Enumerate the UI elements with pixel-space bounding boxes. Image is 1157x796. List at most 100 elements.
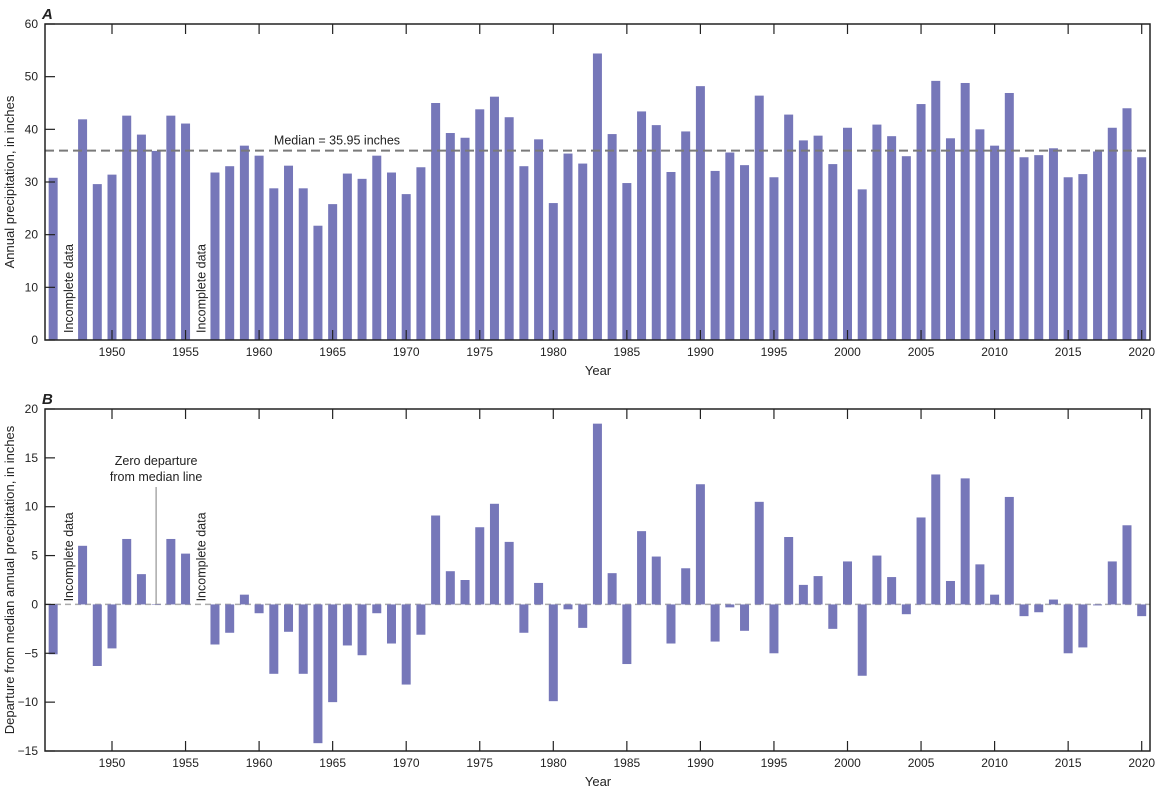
panel-b-bar-1959 (239, 594, 249, 605)
panel-a-x-tick-label: 1985 (613, 345, 640, 359)
panel-b-bar-2020 (1137, 604, 1147, 617)
panel-b-bar-2017 (1093, 604, 1103, 606)
panel-b-bar-2011 (1004, 496, 1014, 605)
panel-b-x-tick-label: 2005 (908, 756, 935, 770)
panel-a-bar-1954 (166, 115, 176, 340)
panel-b-bar-1977 (504, 541, 514, 605)
panel-b-bar-1988 (666, 604, 676, 644)
panel-a-bar-1965 (328, 204, 338, 340)
panel-b-bar-1973 (445, 571, 455, 605)
panel-a-bar-2000 (843, 127, 852, 341)
panel-b-bar-1949 (92, 604, 102, 666)
panel-a-bar-1986 (637, 111, 647, 340)
panel-a-bar-1960 (254, 155, 264, 340)
panel-b-x-tick-label: 1955 (172, 756, 199, 770)
panel-a-y-axis-title: Annual precipitation, in inches (2, 95, 17, 268)
panel-b-x-tick-label: 1970 (393, 756, 420, 770)
panel-a-bar-2019 (1122, 108, 1132, 341)
panel-b-bar-1972 (431, 515, 441, 605)
incomplete-data-label: Incomplete data (194, 512, 208, 601)
panel-b-bar-1982 (578, 604, 588, 628)
panel-b-bar-1967 (357, 604, 367, 656)
panel-a-bar-1990 (695, 86, 705, 340)
panel-b-bar-1987 (651, 556, 661, 605)
panel-b-x-tick-label: 1975 (466, 756, 493, 770)
panel-a-bar-2011 (1004, 92, 1014, 340)
panel-a-y-tick-label: 50 (25, 70, 39, 84)
panel-a-bar-2009 (975, 129, 985, 340)
panel-a-x-tick-label: 1955 (172, 345, 199, 359)
panel-a-x-tick-label: 1965 (319, 345, 346, 359)
panel-a-bar-1999 (828, 164, 838, 340)
panel-a-bar-1980 (548, 203, 558, 340)
panel-b-bar-1998 (813, 576, 823, 605)
panel-a-bar-1975 (475, 109, 485, 340)
panel-b-bar-1981 (563, 604, 573, 610)
zero-line-label-2: from median line (110, 470, 202, 484)
panel-a-x-tick-label: 1950 (99, 345, 126, 359)
panel-a-bar-1957 (210, 172, 220, 340)
panel-b-bar-1978 (519, 604, 529, 633)
panel-b-x-axis-title: Year (585, 774, 612, 789)
panel-a-bar-2014 (1048, 148, 1058, 340)
panel-a-x-tick-label: 1960 (246, 345, 273, 359)
panel-a-bar-1994 (754, 95, 764, 340)
panel-a-bar-1977 (504, 117, 514, 340)
incomplete-data-label: Incomplete data (62, 244, 76, 333)
panel-a-x-tick-label: 1990 (687, 345, 714, 359)
panel-a-x-axis-title: Year (585, 363, 612, 378)
panel-a-x-tick-label: 2015 (1055, 345, 1082, 359)
panel-a-bar-1985 (622, 183, 632, 340)
panel-a-bar-1951 (122, 115, 132, 340)
panel-a-letter: A (41, 6, 53, 23)
panel-b-bar-2014 (1048, 599, 1058, 605)
panel-b-bar-1963 (298, 604, 308, 674)
panel-a-bar-2002 (872, 124, 882, 341)
panel-b-bar-2000 (843, 561, 852, 605)
panel-b-bar-2012 (1019, 604, 1029, 617)
panel-a-bar-2020 (1137, 157, 1147, 340)
panel-b-bars (48, 423, 1147, 744)
panel-a-bar-1955 (181, 123, 191, 340)
panel-b-letter: B (42, 391, 53, 408)
panel-b-bar-1960 (254, 604, 264, 614)
panel-a-bar-2001 (857, 189, 867, 340)
panel-a-annual-precipitation: A Median = 35.95 inches Incomplete data … (2, 6, 1155, 378)
panel-a-bar-1966 (342, 173, 352, 340)
panel-a-bars (48, 53, 1147, 341)
panel-a-bar-1971 (416, 167, 426, 340)
panel-a-bar-1962 (284, 165, 294, 340)
panel-a-bar-1978 (519, 166, 529, 340)
panel-a-bar-1998 (813, 135, 823, 340)
panel-a-bar-2003 (887, 136, 897, 340)
panel-b-plot-frame (44, 408, 1151, 752)
panel-b-bar-1994 (754, 501, 764, 605)
panel-a-x-tick-label: 2020 (1128, 345, 1155, 359)
panel-a-axes: 0 10 20 30 40 50 60 1950 1955 1960 1965 1970 1975 198… (25, 17, 1156, 359)
panel-b-bar-1996 (784, 537, 794, 605)
panel-a-bar-1976 (489, 96, 499, 341)
panel-b-bar-1946 (48, 604, 58, 655)
panel-b-y-tick-label: −5 (24, 646, 38, 660)
panel-a-bar-2012 (1019, 157, 1029, 340)
panel-a-x-tick-label: 2005 (908, 345, 935, 359)
panel-a-y-tick-label: 60 (25, 17, 39, 31)
panel-b-bar-1951 (122, 538, 132, 605)
panel-a-bar-1952 (136, 134, 146, 340)
panel-b-bar-1957 (210, 604, 220, 645)
panel-b-bar-1970 (401, 604, 411, 685)
panel-a-bar-1991 (710, 170, 720, 340)
panel-b-departure: B Zero departure from median line Incomp… (2, 391, 1155, 789)
panel-a-bar-2013 (1034, 155, 1044, 340)
panel-b-bar-2002 (872, 555, 882, 605)
panel-b-bar-1985 (622, 604, 632, 665)
panel-b-bar-2013 (1034, 604, 1044, 613)
panel-b-bar-1976 (489, 503, 499, 605)
panel-b-bar-1964 (313, 604, 323, 744)
panel-a-bar-1950 (107, 174, 117, 340)
panel-b-y-tick-label: −15 (18, 744, 39, 758)
panel-b-bar-1984 (607, 573, 617, 605)
panel-a-bar-1946 (48, 177, 58, 340)
panel-a-y-tick-label: 30 (25, 175, 39, 189)
panel-b-bar-1980 (548, 604, 558, 702)
